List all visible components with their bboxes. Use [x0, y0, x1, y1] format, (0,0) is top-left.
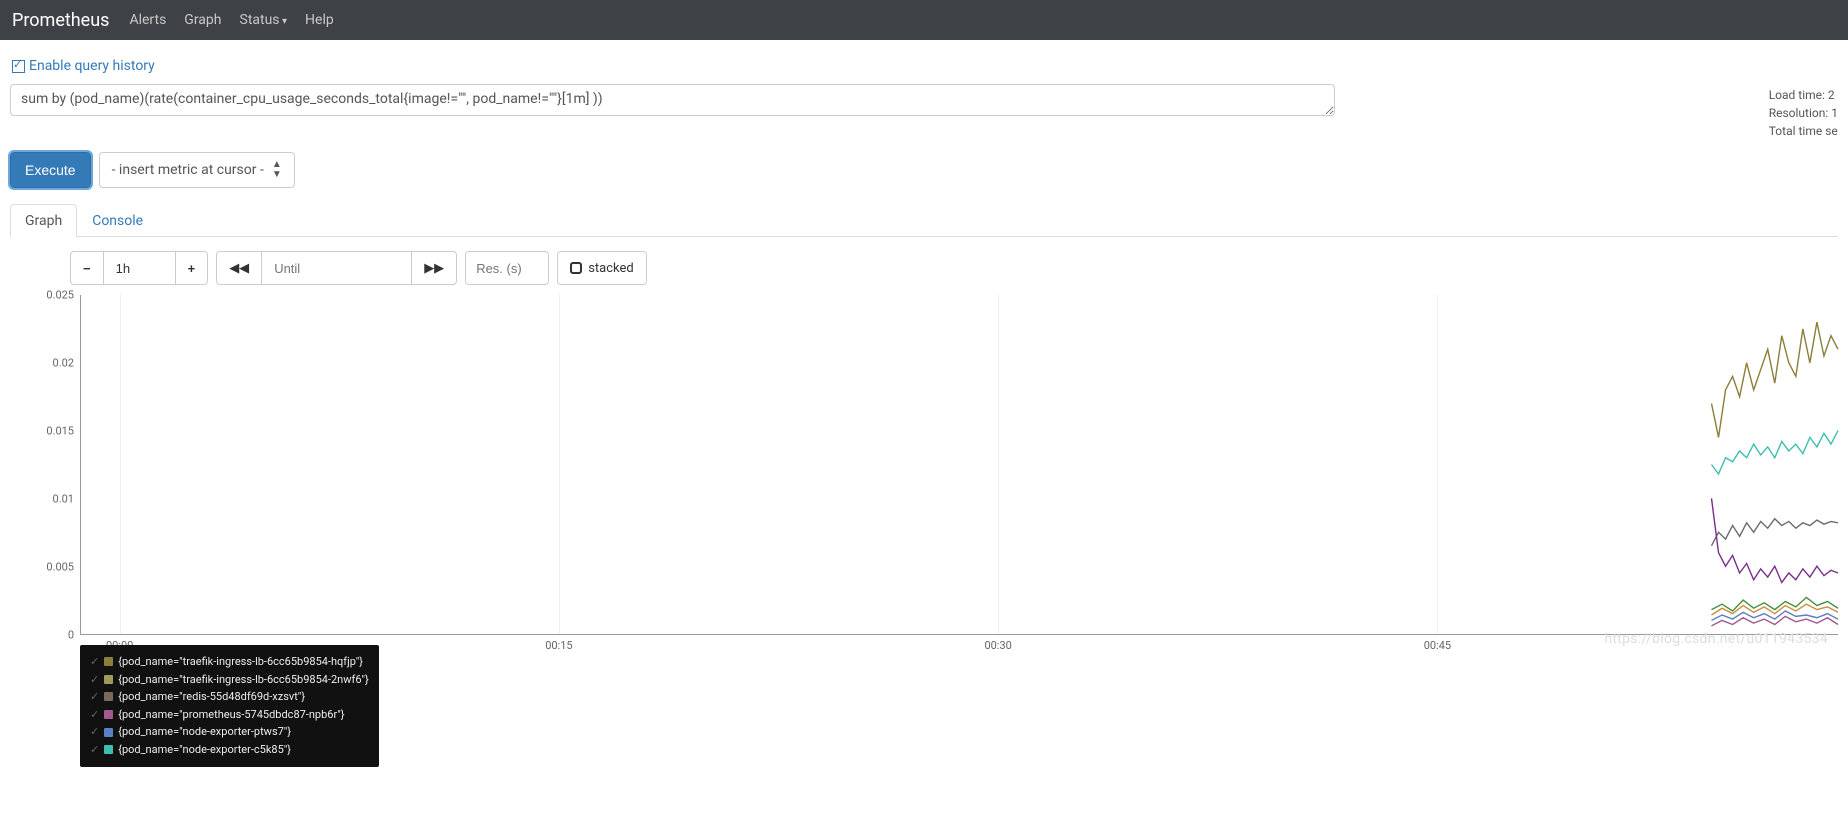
nav-help[interactable]: Help — [305, 12, 334, 28]
legend-label: {pod_name="node-exporter-ptws7"} — [118, 723, 291, 741]
x-tick: 00:15 — [545, 639, 572, 652]
legend-item[interactable]: ✓ {pod_name="traefik-ingress-lb-6cc65b985… — [90, 671, 369, 689]
y-tick: 0.01 — [53, 493, 74, 506]
stat-load-time: Load time: 2 — [1769, 86, 1838, 104]
time-forward-button[interactable]: ▶▶ — [412, 251, 457, 285]
legend-label: {pod_name="node-exporter-c5k85"} — [118, 741, 291, 759]
chart: 00.0050.010.0150.020.02500:0000:1500:300… — [20, 295, 1838, 665]
nav-status[interactable]: Status — [240, 12, 288, 28]
x-tick: 00:30 — [984, 639, 1011, 652]
execute-button[interactable]: Execute — [10, 152, 91, 188]
check-icon: ✓ — [90, 653, 99, 671]
sort-icon: ▲▼ — [272, 160, 282, 180]
time-group: ◀◀ ▶▶ — [216, 251, 457, 285]
range-group: − + — [70, 251, 208, 285]
series-line — [1711, 498, 1838, 582]
y-tick: 0.025 — [46, 289, 74, 302]
time-back-button[interactable]: ◀◀ — [216, 251, 262, 285]
until-input[interactable] — [262, 251, 412, 285]
legend-item[interactable]: ✓ {pod_name="prometheus-5745dbdc87-npb6r"… — [90, 706, 369, 724]
nav-alerts[interactable]: Alerts — [129, 12, 166, 28]
legend-label: {pod_name="redis-55d48df69d-xzsvt"} — [118, 688, 305, 706]
check-icon: ✓ — [90, 706, 99, 724]
range-minus-button[interactable]: − — [70, 251, 104, 285]
range-input[interactable] — [104, 251, 176, 285]
legend-label: {pod_name="prometheus-5745dbdc87-npb6r"} — [118, 706, 344, 724]
resolution-input[interactable] — [465, 251, 549, 285]
brand[interactable]: Prometheus — [12, 10, 109, 31]
legend-tooltip: ✓ {pod_name="traefik-ingress-lb-6cc65b985… — [80, 645, 379, 767]
legend-swatch — [104, 710, 113, 719]
legend-item[interactable]: ✓ {pod_name="redis-55d48df69d-xzsvt"} — [90, 688, 369, 706]
tab-graph[interactable]: Graph — [10, 204, 77, 237]
watermark: https://blog.csdn.net/u011943534 — [1604, 631, 1828, 647]
legend-item[interactable]: ✓ {pod_name="node-exporter-ptws7"} — [90, 723, 369, 741]
legend-label: {pod_name="traefik-ingress-lb-6cc65b9854… — [118, 653, 363, 671]
nav-graph[interactable]: Graph — [184, 12, 221, 28]
check-icon: ✓ — [90, 723, 99, 741]
tab-console[interactable]: Console — [77, 204, 158, 237]
y-tick: 0.005 — [46, 561, 74, 574]
stat-resolution: Resolution: 1 — [1769, 104, 1838, 122]
legend-label: {pod_name="traefik-ingress-lb-6cc65b9854… — [118, 671, 369, 689]
stacked-label: stacked — [588, 261, 634, 276]
stat-total: Total time se — [1769, 122, 1838, 140]
legend-item[interactable]: ✓ {pod_name="node-exporter-c5k85"} — [90, 741, 369, 759]
legend-swatch — [104, 745, 113, 754]
legend-swatch — [104, 692, 113, 701]
range-plus-button[interactable]: + — [176, 251, 209, 285]
checkbox-icon — [12, 60, 25, 73]
tabs: Graph Console — [10, 204, 1838, 237]
y-tick: 0 — [68, 629, 74, 642]
history-link-label: Enable query history — [29, 58, 155, 74]
check-icon: ✓ — [90, 671, 99, 689]
metric-selector-label: - insert metric at cursor - — [112, 162, 264, 178]
legend-swatch — [104, 657, 113, 666]
check-icon: ✓ — [90, 688, 99, 706]
graph-controls: − + ◀◀ ▶▶ stacked — [70, 251, 1838, 285]
navbar: Prometheus Alerts Graph Status Help — [0, 0, 1848, 40]
metric-selector[interactable]: - insert metric at cursor - ▲▼ — [99, 152, 295, 188]
stacked-icon — [570, 262, 582, 274]
stacked-toggle[interactable]: stacked — [557, 251, 647, 285]
series-line — [1711, 519, 1838, 546]
y-tick: 0.015 — [46, 425, 74, 438]
legend-swatch — [104, 675, 113, 684]
series-line — [1711, 322, 1838, 437]
y-tick: 0.02 — [53, 357, 74, 370]
legend-swatch — [104, 728, 113, 737]
query-input[interactable]: sum by (pod_name)(rate(container_cpu_usa… — [10, 84, 1335, 116]
legend-item[interactable]: ✓ {pod_name="traefik-ingress-lb-6cc65b985… — [90, 653, 369, 671]
check-icon: ✓ — [90, 741, 99, 759]
x-tick: 00:45 — [1424, 639, 1451, 652]
query-stats: Load time: 2 Resolution: 1 Total time se — [1769, 84, 1838, 140]
series-line — [1711, 431, 1838, 474]
enable-query-history-link[interactable]: Enable query history — [12, 58, 155, 74]
